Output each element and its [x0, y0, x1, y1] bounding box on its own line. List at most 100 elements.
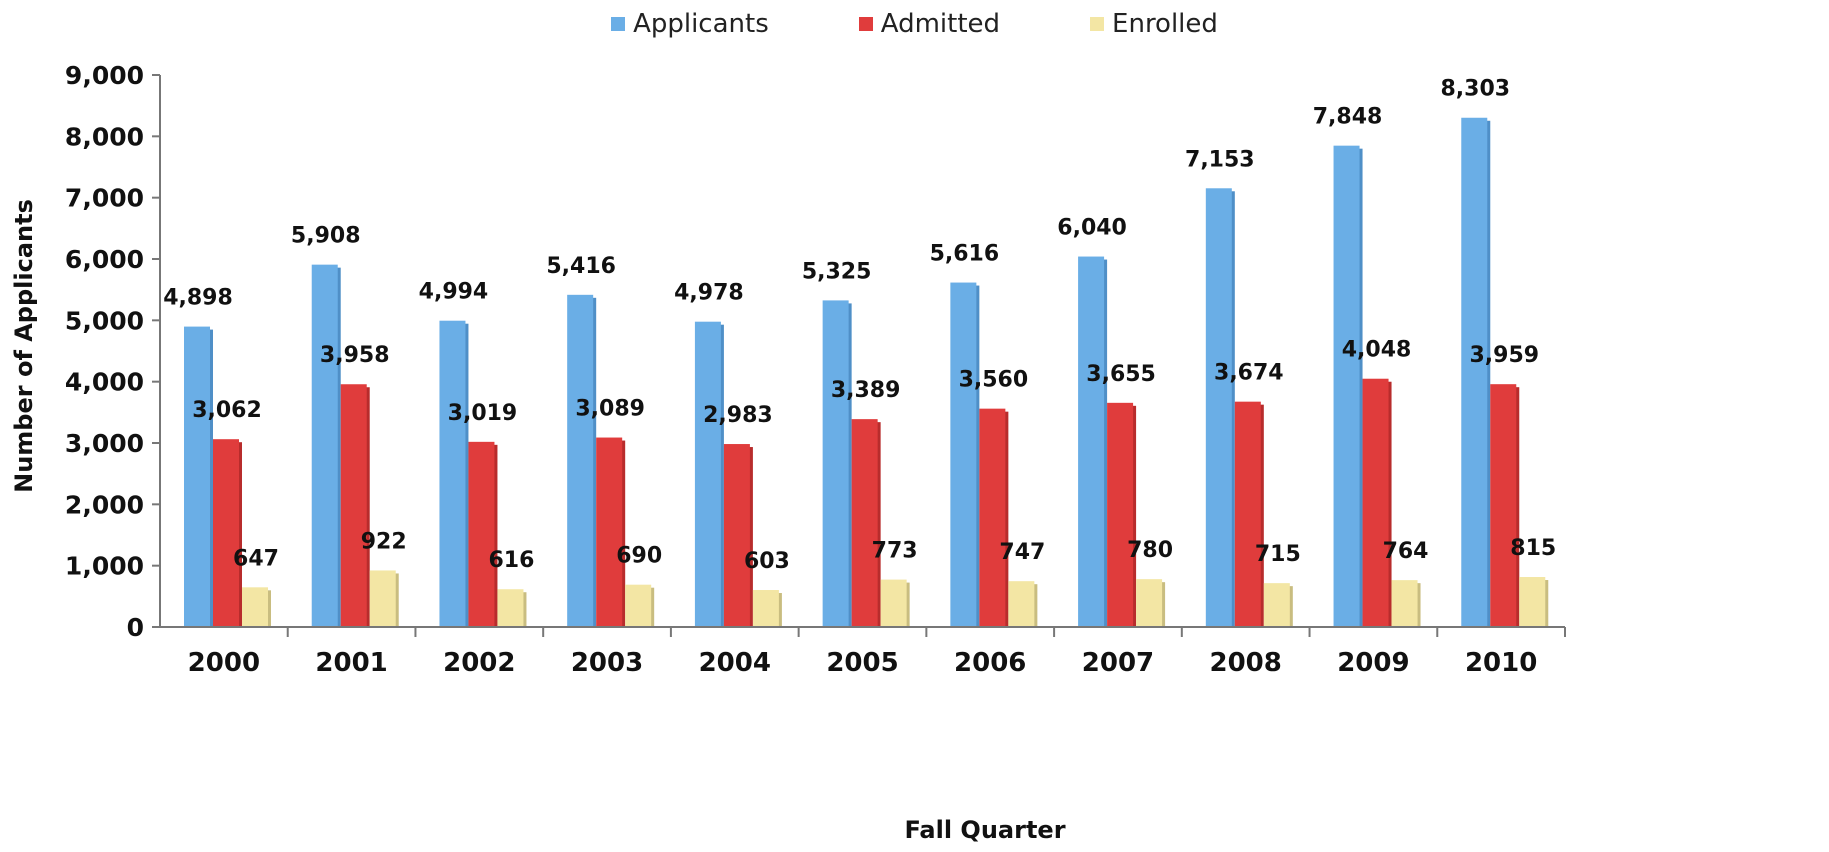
y-tick-label: 0: [127, 613, 144, 642]
bar-admitted-2007: [1107, 402, 1134, 627]
data-label-applicants: 4,994: [419, 280, 489, 305]
data-label-applicants: 7,153: [1185, 147, 1255, 172]
data-label-admitted: 3,089: [575, 397, 645, 422]
bar-shadow-enrolled: [905, 582, 910, 627]
bar-shadow-applicants: [209, 329, 213, 627]
bar-shadow-enrolled: [1161, 582, 1166, 627]
bar-enrolled-2004: [752, 590, 779, 627]
bar-enrolled-2007: [1136, 579, 1163, 627]
bar-applicants-2007: [1078, 256, 1105, 627]
data-label-admitted: 3,389: [831, 378, 901, 403]
data-label-admitted: 2,983: [703, 403, 773, 428]
bar-admitted-2002: [468, 441, 495, 627]
data-label-enrolled: 773: [872, 539, 918, 564]
bar-admitted-2000: [213, 439, 239, 627]
y-tick-label: 9,000: [65, 61, 144, 90]
legend-item-admitted: Admitted: [858, 9, 1001, 39]
bar-admitted-2004: [723, 444, 750, 627]
bar-admitted-2008: [1234, 401, 1261, 627]
bar-applicants-2001: [311, 264, 338, 627]
bar-applicants-2008: [1205, 188, 1232, 628]
data-label-admitted: 4,048: [1342, 338, 1412, 363]
data-label-enrolled: 647: [233, 546, 279, 571]
bar-shadow-applicants: [1486, 120, 1491, 628]
x-tick-label: 2000: [188, 648, 260, 678]
data-label-applicants: 4,898: [163, 286, 233, 311]
legend-label-enrolled: Enrolled: [1112, 9, 1218, 39]
x-tick-label: 2001: [315, 648, 387, 678]
bar-shadow-enrolled: [394, 573, 399, 627]
bar-applicants-2009: [1333, 145, 1360, 627]
bar-shadow-enrolled: [522, 592, 527, 627]
bar-admitted-2001: [340, 384, 367, 627]
bar-enrolled-2000: [242, 587, 268, 627]
bar-shadow-applicants: [592, 297, 597, 627]
y-axis-title: Number of Applicants: [10, 199, 38, 493]
y-tick-label: 6,000: [65, 245, 144, 274]
data-label-applicants: 5,325: [802, 259, 872, 284]
bar-enrolled-2001: [369, 570, 396, 627]
bar-shadow-applicants: [336, 267, 341, 627]
y-tick-label: 4,000: [65, 368, 144, 397]
x-tick-label: 2010: [1465, 648, 1537, 678]
bar-shadow-admitted: [1004, 411, 1009, 627]
data-label-admitted: 3,958: [320, 343, 390, 368]
bar-shadow-enrolled: [1416, 583, 1421, 627]
data-label-applicants: 8,303: [1440, 77, 1510, 102]
legend-label-admitted: Admitted: [880, 9, 1001, 39]
bar-enrolled-2008: [1263, 583, 1290, 627]
bar-shadow-admitted: [365, 387, 370, 627]
bar-shadow-admitted: [1259, 404, 1264, 627]
bar-shadow-enrolled: [267, 590, 271, 627]
bar-shadow-admitted: [876, 422, 881, 627]
legend-swatch-enrolled: [1090, 17, 1105, 31]
data-label-applicants: 7,848: [1313, 105, 1383, 130]
bar-admitted-2006: [979, 408, 1006, 627]
bar-shadow-enrolled: [650, 587, 655, 627]
bar-shadow-admitted: [493, 444, 498, 627]
y-tick-label: 3,000: [65, 429, 144, 458]
bar-shadow-applicants: [847, 303, 852, 627]
bar-admitted-2010: [1490, 384, 1517, 627]
data-label-admitted: 3,655: [1086, 362, 1156, 387]
bar-applicants-2010: [1461, 117, 1488, 628]
data-label-enrolled: 715: [1255, 542, 1301, 567]
x-tick-label: 2007: [1082, 648, 1154, 678]
y-tick-label: 8,000: [65, 122, 144, 151]
bar-shadow-applicants: [464, 323, 469, 627]
y-tick-label: 7,000: [65, 184, 144, 213]
legend-item-enrolled: Enrolled: [1090, 9, 1218, 39]
bar-enrolled-2009: [1391, 580, 1418, 627]
bar-shadow-enrolled: [1288, 586, 1293, 627]
y-tick-label: 2,000: [65, 490, 144, 519]
bar-shadow-enrolled: [1544, 580, 1549, 627]
data-label-enrolled: 616: [488, 548, 534, 573]
bar-enrolled-2010: [1519, 577, 1546, 627]
bar-shadow-admitted: [1515, 387, 1520, 627]
x-tick-label: 2002: [443, 648, 515, 678]
bar-admitted-2003: [596, 437, 623, 627]
bar-applicants-2003: [567, 294, 594, 627]
data-labels: 4,898 3,062 647 5,908 3,958 922 4,994 3,019 616 5…: [163, 77, 1556, 574]
x-axis-ticks: 2000 2001 2002 2003 2004 2005 2006 2007 2008 2009…: [188, 627, 1566, 678]
bar-shadow-enrolled: [1033, 584, 1038, 627]
bar-shadow-admitted: [1387, 381, 1392, 627]
bar-enrolled-2005: [880, 579, 907, 627]
data-label-enrolled: 815: [1510, 536, 1556, 561]
bar-shadow-applicants: [719, 324, 724, 627]
data-label-enrolled: 764: [1383, 539, 1429, 564]
bar-shadow-admitted: [1132, 405, 1137, 627]
bar-shadow-admitted: [748, 447, 753, 627]
bar-shadow-admitted: [238, 442, 242, 627]
bar-applicants-2006: [950, 282, 977, 627]
data-label-applicants: 5,616: [930, 242, 1000, 267]
data-label-enrolled: 780: [1127, 538, 1173, 563]
x-tick-label: 2003: [571, 648, 643, 678]
bar-shadow-enrolled: [777, 593, 782, 627]
data-label-admitted: 3,062: [192, 398, 262, 423]
y-tick-label: 5,000: [65, 306, 144, 335]
chart-legend: Applicants Admitted Enrolled: [0, 4, 1829, 44]
bar-applicants-2004: [694, 321, 721, 627]
bar-enrolled-2002: [497, 589, 524, 627]
y-axis-ticks: 0 1,000 2,000 3,000 4,000 5,000 6,000 7,000 8,00…: [65, 61, 160, 642]
